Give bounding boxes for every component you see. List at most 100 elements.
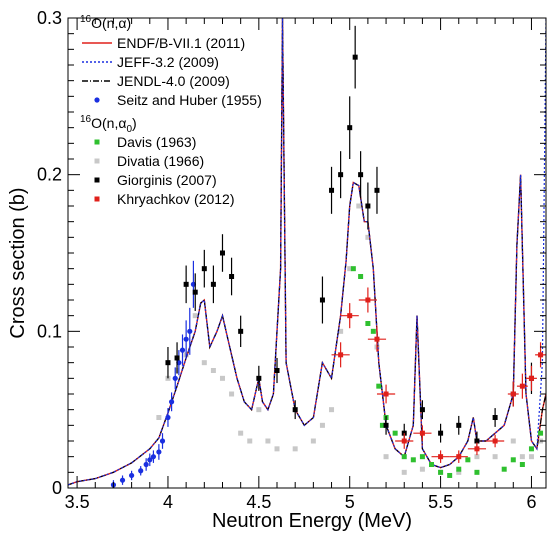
point-divatia-1966 — [229, 391, 235, 397]
legend-label-davis-1963: Davis (1963) — [117, 134, 196, 150]
point-divatia-1966 — [528, 454, 534, 460]
point-giorginis-2007 — [183, 281, 189, 287]
legend-label-seitz-and-huber-1955: Seitz and Huber (1955) — [117, 92, 262, 108]
point-khryachkov-2012 — [510, 391, 516, 397]
legend-label-jeff-3-2-2009: JEFF-3.2 (2009) — [117, 54, 219, 70]
point-davis-1963 — [438, 469, 444, 475]
point-divatia-1966 — [510, 438, 516, 444]
point-seitz-and-huber-1955 — [129, 472, 135, 479]
legend: 16O(n,α)ENDF/B-VII.1 (2011)JEFF-3.2 (200… — [80, 14, 262, 207]
legend-header-n-alpha0-element: O(n,α — [91, 115, 126, 131]
point-giorginis-2007 — [165, 360, 171, 366]
point-seitz-and-huber-1955 — [147, 457, 153, 463]
point-davis-1963 — [419, 454, 425, 460]
point-seitz-and-huber-1955 — [179, 347, 186, 353]
point-seitz-and-huber-1955 — [168, 399, 175, 405]
point-giorginis-2007 — [383, 422, 389, 428]
point-giorginis-2007 — [358, 172, 364, 178]
point-khryachkov-2012 — [338, 352, 344, 358]
point-giorginis-2007 — [365, 203, 371, 209]
point-khryachkov-2012 — [492, 438, 498, 444]
point-seitz-and-huber-1955 — [119, 477, 126, 483]
point-davis-1963 — [538, 430, 544, 436]
point-khryachkov-2012 — [538, 352, 544, 358]
point-khryachkov-2012 — [456, 454, 462, 460]
legend-header-n-alpha0: 16O(n,α0) — [80, 114, 137, 135]
point-giorginis-2007 — [374, 187, 380, 193]
point-khryachkov-2012 — [401, 438, 407, 444]
point-davis-1963 — [379, 422, 385, 428]
point-divatia-1966 — [356, 203, 362, 209]
point-divatia-1966 — [274, 446, 280, 452]
point-divatia-1966 — [219, 375, 225, 381]
point-khryachkov-2012 — [374, 336, 380, 342]
point-seitz-and-huber-1955 — [172, 375, 178, 381]
point-seitz-and-huber-1955 — [183, 336, 189, 342]
x-tick-label: 5.5 — [428, 492, 453, 512]
legend-header-n-alpha-element: O(n,α) — [91, 15, 131, 31]
point-divatia-1966 — [519, 454, 525, 460]
point-khryachkov-2012 — [419, 430, 425, 436]
legend-header-n-alpha0-sup: 16 — [80, 114, 92, 125]
point-khryachkov-2012 — [347, 313, 353, 319]
point-seitz-and-huber-1955 — [165, 414, 171, 421]
point-divatia-1966 — [319, 422, 325, 428]
legend-label-divatia-1966: Divatia (1966) — [117, 153, 204, 169]
legend-swatch-davis-1963 — [94, 139, 100, 145]
point-davis-1963 — [456, 466, 462, 472]
point-divatia-1966 — [365, 234, 371, 240]
point-giorginis-2007 — [274, 368, 280, 373]
point-divatia-1966 — [247, 438, 253, 444]
point-divatia-1966 — [329, 407, 335, 413]
x-tick-label: 4 — [163, 492, 173, 512]
point-divatia-1966 — [192, 313, 198, 319]
legend-header-n-alpha0-sub: 0 — [126, 124, 132, 135]
point-seitz-and-huber-1955 — [156, 449, 162, 455]
point-giorginis-2007 — [329, 187, 335, 193]
point-khryachkov-2012 — [528, 375, 534, 381]
point-giorginis-2007 — [419, 407, 425, 413]
point-davis-1963 — [370, 328, 376, 334]
point-giorginis-2007 — [238, 328, 244, 334]
point-seitz-and-huber-1955 — [143, 461, 149, 468]
point-davis-1963 — [465, 457, 471, 463]
point-giorginis-2007 — [456, 422, 462, 428]
point-divatia-1966 — [265, 438, 271, 444]
point-giorginis-2007 — [319, 297, 325, 303]
point-khryachkov-2012 — [365, 297, 371, 303]
point-davis-1963 — [376, 383, 382, 389]
y-tick-label: 0.3 — [37, 8, 62, 28]
point-divatia-1966 — [474, 454, 480, 460]
point-giorginis-2007 — [229, 274, 235, 279]
x-tick-label: 5 — [345, 492, 355, 512]
point-divatia-1966 — [419, 466, 425, 472]
point-giorginis-2007 — [352, 54, 358, 60]
point-divatia-1966 — [310, 438, 316, 444]
legend-swatch-seitz-and-huber-1955 — [94, 97, 100, 103]
point-seitz-and-huber-1955 — [159, 438, 166, 444]
point-seitz-and-huber-1955 — [187, 328, 193, 334]
point-giorginis-2007 — [201, 266, 207, 272]
point-divatia-1966 — [492, 454, 498, 460]
point-davis-1963 — [519, 462, 525, 467]
point-giorginis-2007 — [219, 250, 225, 256]
point-davis-1963 — [510, 457, 516, 463]
point-giorginis-2007 — [492, 415, 498, 420]
point-davis-1963 — [501, 466, 507, 472]
point-divatia-1966 — [338, 328, 344, 334]
point-divatia-1966 — [238, 430, 244, 436]
point-khryachkov-2012 — [519, 383, 525, 389]
legend-label-khryachkov-2012: Khryachkov (2012) — [117, 191, 235, 207]
point-divatia-1966 — [210, 368, 216, 373]
point-divatia-1966 — [292, 446, 298, 452]
point-giorginis-2007 — [347, 125, 353, 131]
point-davis-1963 — [350, 266, 356, 272]
y-tick-label: 0.1 — [37, 321, 62, 341]
point-divatia-1966 — [383, 454, 389, 460]
point-davis-1963 — [401, 454, 407, 460]
legend-header-n-alpha: 16O(n,α) — [80, 14, 131, 31]
point-divatia-1966 — [256, 407, 262, 413]
point-seitz-and-huber-1955 — [150, 454, 157, 460]
legend-header-n-alpha-sup: 16 — [80, 14, 92, 25]
